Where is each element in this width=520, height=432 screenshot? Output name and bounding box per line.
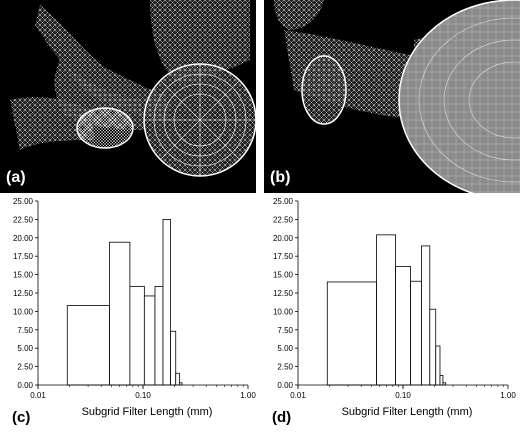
mesh-render-a-image — [10, 0, 256, 177]
histogram-d: 0.00 2.50 5.00 7.50 10.00 12.50 15.00 17.50 20.0… — [260, 193, 520, 432]
y-tick-label: 12.50 — [13, 289, 34, 298]
mesh-render-panel-b: (b) — [264, 0, 520, 193]
y-tick-label: 22.50 — [13, 215, 34, 224]
y-tick-label: 15.00 — [273, 271, 294, 280]
chart-c-label: (c) — [12, 409, 31, 426]
y-tick-label: 25.00 — [13, 197, 34, 206]
histogram-c: 0.00 2.50 5.00 7.50 10.00 12.50 15.00 17.50 20.0… — [0, 193, 260, 432]
histogram-c-plot: 0.00 2.50 5.00 7.50 10.00 12.50 15.00 17.50 20.0… — [13, 197, 256, 418]
histogram-bar — [162, 218, 171, 386]
x-tick-label: 1.00 — [500, 391, 516, 400]
mesh-render-panel-a: (a) — [0, 0, 256, 193]
y-tick-label: 2.50 — [17, 363, 33, 372]
histogram-bar — [439, 375, 444, 386]
y-tick-label: 10.00 — [13, 307, 34, 316]
histogram-bar — [154, 285, 164, 386]
histogram-bar — [410, 280, 422, 386]
y-tick-label: 7.50 — [277, 326, 293, 335]
histogram-bar — [129, 285, 145, 386]
x-tick-label: 0.01 — [290, 391, 306, 400]
y-tick-label: 20.00 — [273, 234, 294, 243]
histogram-bar — [421, 245, 431, 386]
histogram-bar — [109, 241, 131, 386]
y-tick-label: 22.50 — [273, 215, 294, 224]
y-tick-label: 5.00 — [17, 344, 33, 353]
y-tick-label: 2.50 — [277, 363, 293, 372]
x-tick-label: 0.10 — [395, 391, 411, 400]
x-tick-label: 0.01 — [30, 391, 46, 400]
histogram-d-plot: 0.00 2.50 5.00 7.50 10.00 12.50 15.00 17.50 20.0… — [273, 197, 516, 418]
histogram-bar — [143, 295, 156, 386]
histogram-bar — [66, 305, 110, 386]
histogram-bar — [429, 308, 437, 386]
x-tick-label: 0.10 — [135, 391, 151, 400]
histogram-bar — [395, 266, 411, 386]
histogram-bar — [326, 281, 377, 386]
panel-b-label: (b) — [270, 169, 291, 186]
histogram-bar — [175, 372, 180, 386]
y-tick-label: 12.50 — [273, 289, 294, 298]
panel-a-label: (a) — [6, 169, 26, 186]
x-axis-label: Subgrid Filter Length (mm) — [82, 406, 213, 418]
y-tick-label: 17.50 — [273, 252, 294, 261]
chart-d-label: (d) — [272, 409, 292, 426]
y-tick-label: 0.00 — [277, 381, 293, 390]
histogram-bar — [170, 330, 177, 386]
y-tick-label: 5.00 — [277, 344, 293, 353]
y-tick-label: 17.50 — [13, 252, 34, 261]
y-tick-label: 15.00 — [13, 271, 34, 280]
y-tick-label: 0.00 — [17, 381, 33, 390]
mesh-render-b-image — [274, 0, 520, 193]
histogram-bar — [435, 345, 441, 386]
y-tick-label: 7.50 — [17, 326, 33, 335]
x-axis-label: Subgrid Filter Length (mm) — [342, 406, 473, 418]
y-tick-label: 10.00 — [273, 307, 294, 316]
histogram-bar — [376, 234, 396, 386]
y-tick-label: 25.00 — [273, 197, 294, 206]
y-tick-label: 20.00 — [13, 234, 34, 243]
x-tick-label: 1.00 — [240, 391, 256, 400]
